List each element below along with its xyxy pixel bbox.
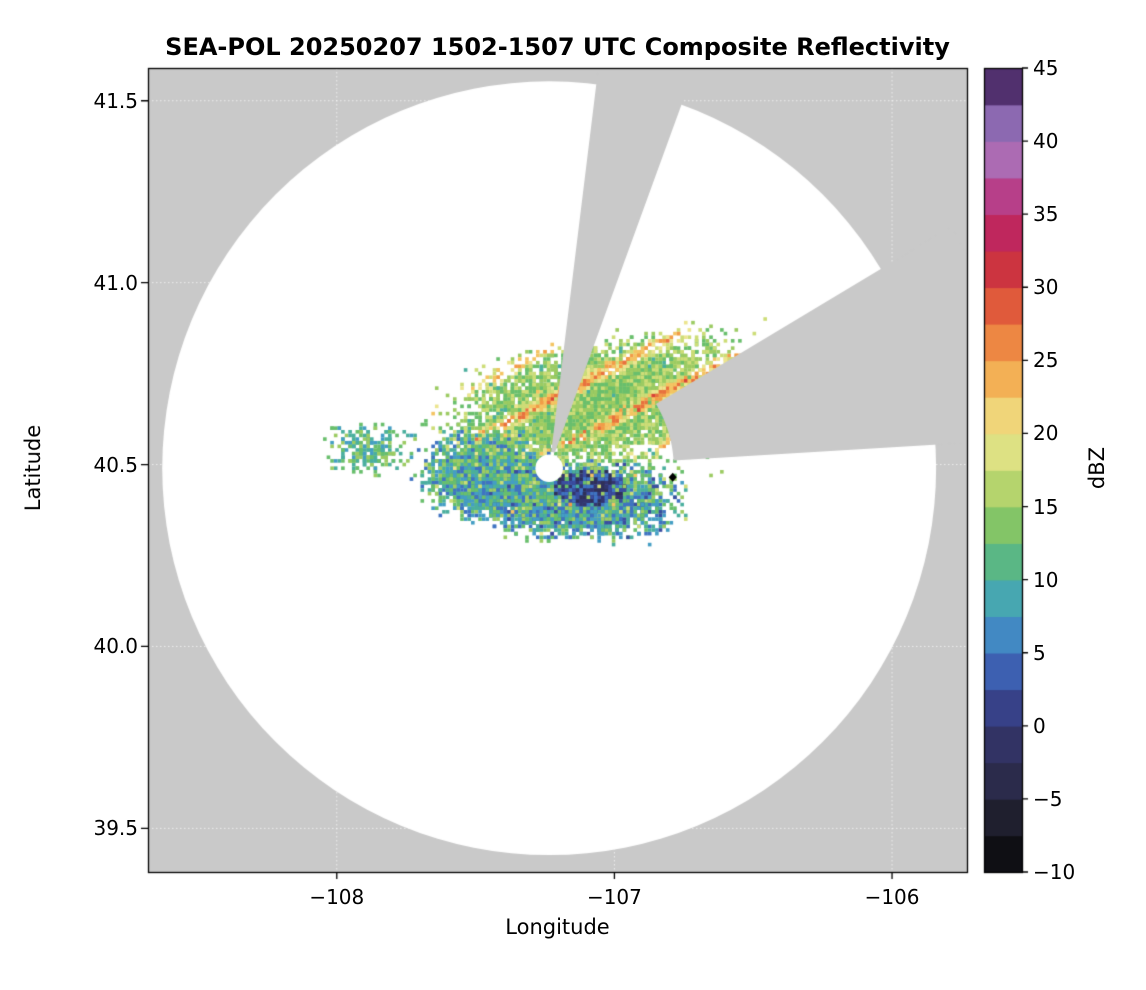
x-tick-label: −108 (309, 885, 365, 909)
colorbar-tick-label: 10 (1033, 567, 1059, 592)
colorbar-tick-label: 45 (1033, 56, 1059, 80)
y-tick-label: 40.5 (93, 452, 138, 477)
x-tick-label: −107 (586, 885, 642, 909)
x-tick-label: −106 (864, 885, 920, 909)
colorbar-tick-label: 5 (1033, 640, 1046, 665)
colorbar-tick-label: 15 (1033, 494, 1059, 519)
y-axis-label: Latitude (21, 424, 45, 512)
y-tick-label: 41.0 (93, 270, 138, 295)
x-axis-label: Longitude (505, 915, 610, 939)
colorbar-tick-label: 35 (1033, 202, 1059, 227)
colorbar-label: dBZ (1085, 446, 1109, 490)
colorbar-tick-label: −10 (1033, 860, 1076, 884)
colorbar-tick-label: 25 (1033, 348, 1059, 373)
plot-title: SEA-POL 20250207 1502-1507 UTC Composite… (165, 33, 950, 61)
colorbar-tick-label: −5 (1033, 786, 1063, 811)
y-tick-label: 40.0 (93, 634, 138, 659)
y-tick-label: 39.5 (93, 816, 138, 841)
colorbar-tick-label: 40 (1033, 129, 1059, 154)
colorbar-tick-label: 30 (1033, 275, 1059, 300)
colorbar-tick-label: 0 (1033, 713, 1046, 738)
colorbar-tick-label: 20 (1033, 421, 1059, 446)
y-tick-label: 41.5 (93, 88, 138, 113)
